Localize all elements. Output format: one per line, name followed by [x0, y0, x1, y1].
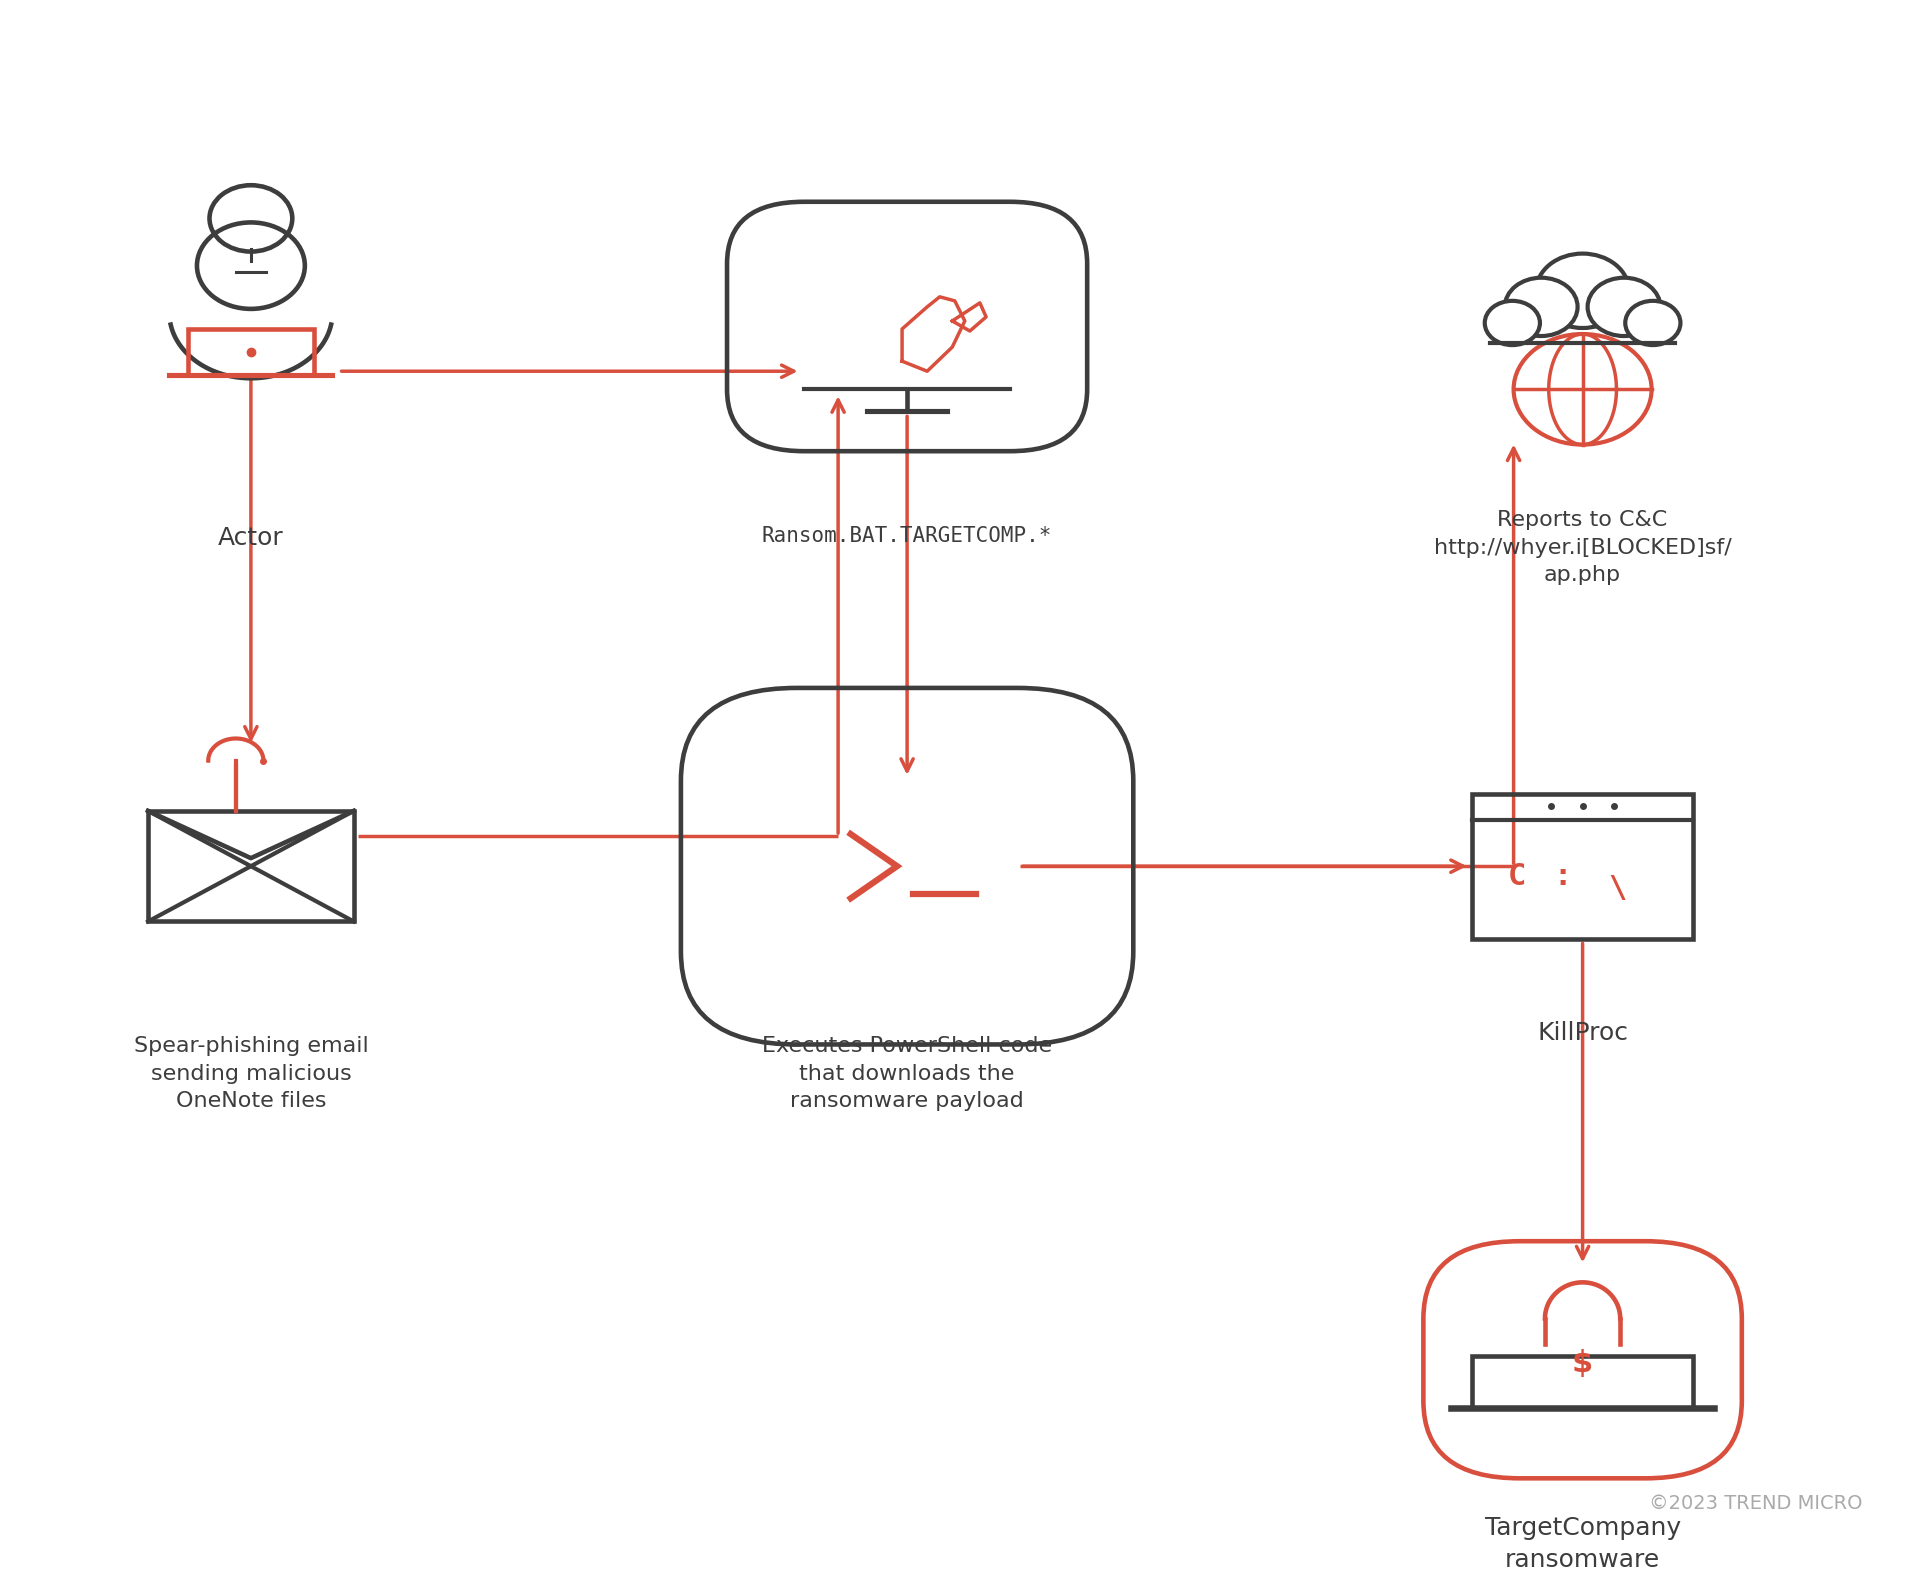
Text: C: C	[1507, 862, 1527, 891]
Circle shape	[1484, 302, 1540, 346]
Circle shape	[1625, 302, 1681, 346]
Text: $: $	[1571, 1350, 1594, 1378]
Text: Reports to C&C
http://whyer.i[BLOCKED]sf/
ap.php: Reports to C&C http://whyer.i[BLOCKED]sf…	[1434, 510, 1731, 584]
Circle shape	[1536, 254, 1629, 328]
Circle shape	[1505, 278, 1577, 336]
Circle shape	[1588, 278, 1660, 336]
Text: :: :	[1554, 862, 1571, 891]
Text: KillProc: KillProc	[1536, 1022, 1629, 1045]
Text: Actor: Actor	[218, 526, 284, 549]
Text: ©2023 TREND MICRO: ©2023 TREND MICRO	[1648, 1494, 1862, 1513]
Text: \: \	[1608, 873, 1627, 903]
Text: Spear-phishing email
sending malicious
OneNote files: Spear-phishing email sending malicious O…	[133, 1036, 369, 1110]
Text: TargetCompany
ransomware: TargetCompany ransomware	[1484, 1516, 1681, 1573]
Text: Ransom.BAT.TARGETCOMP.*: Ransom.BAT.TARGETCOMP.*	[762, 526, 1052, 546]
Text: Executes PowerShell code
that downloads the
ransomware payload: Executes PowerShell code that downloads …	[762, 1036, 1052, 1110]
